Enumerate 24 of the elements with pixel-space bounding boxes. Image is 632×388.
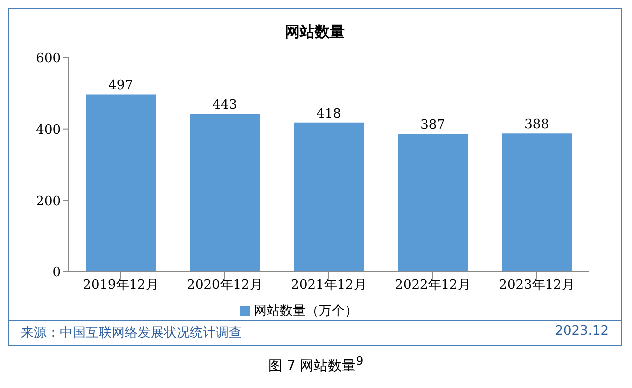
x-tick-label: 2022年12月 <box>395 278 471 294</box>
bar <box>294 122 364 272</box>
y-tick-label: 200 <box>36 194 61 210</box>
data-label: 388 <box>524 118 550 133</box>
legend-label: 网站数量（万个） <box>254 304 358 319</box>
chart-title: 网站数量 <box>284 22 346 42</box>
bar <box>398 134 468 272</box>
y-tick-label: 0 <box>52 266 61 281</box>
data-label: 418 <box>316 106 342 122</box>
x-tick-label: 2020年12月 <box>187 278 263 294</box>
x-tick-label: 2021年12月 <box>291 278 367 294</box>
x-tick-label: 2023年12月 <box>499 278 575 294</box>
data-label: 497 <box>108 78 134 94</box>
bar <box>502 134 572 272</box>
bar <box>190 114 260 272</box>
text: 2023.12 <box>555 324 609 341</box>
x-tick-label: 2019年12月 <box>83 278 159 294</box>
data-label: 443 <box>212 98 238 113</box>
y-tick-label: 600 <box>36 52 61 67</box>
source-note: 来源：中国互联网络发展状况统计调查 <box>21 325 242 342</box>
data-label: 387 <box>420 118 446 133</box>
y-tick-label: 400 <box>36 122 61 138</box>
bar <box>86 94 156 272</box>
caption: 图 7 网站数量$^{9}$ <box>267 354 365 376</box>
